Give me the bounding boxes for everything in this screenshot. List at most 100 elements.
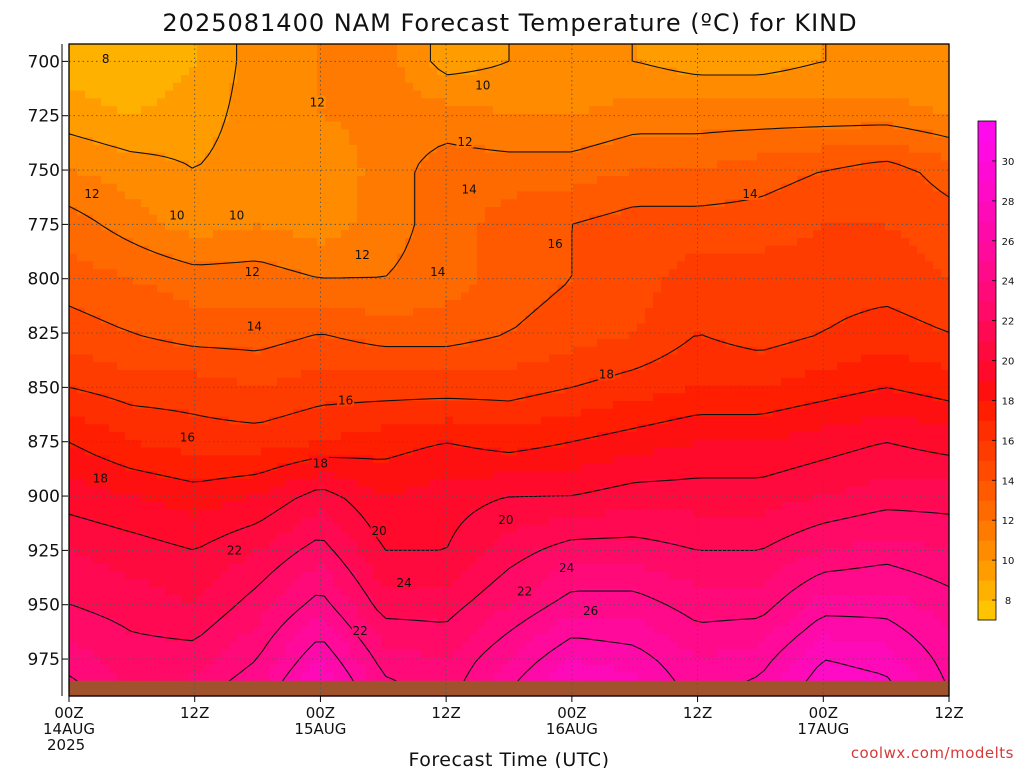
heat-cell bbox=[901, 238, 910, 247]
heat-cell bbox=[805, 98, 814, 107]
heat-cell bbox=[125, 269, 134, 278]
heat-cell bbox=[837, 67, 846, 76]
heat-cell bbox=[349, 346, 358, 356]
heat-cell bbox=[869, 106, 878, 115]
heat-cell bbox=[333, 346, 342, 356]
heat-cell bbox=[69, 284, 78, 293]
heat-cell bbox=[245, 370, 254, 379]
heat-cell bbox=[901, 362, 910, 371]
heat-cell bbox=[477, 59, 486, 68]
heat-cell bbox=[781, 59, 790, 68]
heat-cell bbox=[797, 245, 806, 255]
heat-cell bbox=[437, 44, 446, 53]
heat-cell bbox=[549, 82, 558, 92]
heat-cell bbox=[309, 113, 318, 123]
heat-cell bbox=[549, 222, 558, 231]
heat-cell bbox=[821, 261, 830, 270]
heat-cell bbox=[933, 269, 942, 278]
heat-cell bbox=[741, 300, 750, 309]
heat-cell bbox=[485, 370, 494, 379]
heat-cell bbox=[885, 315, 894, 325]
heat-cell bbox=[421, 393, 430, 402]
heat-cell bbox=[373, 245, 382, 255]
heat-cell bbox=[389, 98, 398, 107]
heat-cell bbox=[581, 59, 590, 68]
heat-cell bbox=[725, 331, 734, 340]
heat-cell bbox=[365, 113, 374, 123]
heat-cell bbox=[541, 315, 550, 325]
heat-cell bbox=[333, 168, 342, 177]
heat-cell bbox=[677, 253, 686, 262]
heat-cell bbox=[93, 370, 102, 379]
heat-cell bbox=[597, 121, 606, 130]
heat-cell bbox=[381, 315, 390, 325]
heat-cell bbox=[701, 300, 710, 309]
heat-cell bbox=[829, 214, 838, 224]
heat-cell bbox=[93, 284, 102, 293]
heat-cell bbox=[341, 238, 350, 247]
heat-cell bbox=[757, 362, 766, 371]
heat-cell bbox=[357, 214, 366, 224]
heat-cell bbox=[349, 377, 358, 387]
heat-cell bbox=[365, 199, 374, 208]
heat-cell bbox=[741, 160, 750, 169]
heat-cell bbox=[869, 315, 878, 325]
heat-cell bbox=[269, 370, 278, 379]
heat-cell bbox=[461, 207, 470, 216]
heat-cell bbox=[813, 90, 822, 99]
heat-cell bbox=[533, 315, 542, 325]
heat-cell bbox=[541, 183, 550, 193]
heat-cell bbox=[517, 82, 526, 92]
heat-cell bbox=[861, 331, 870, 340]
heat-cell bbox=[797, 362, 806, 371]
heat-cell bbox=[477, 106, 486, 115]
heat-cell bbox=[717, 137, 726, 146]
heat-cell bbox=[733, 144, 742, 154]
heat-cell bbox=[333, 253, 342, 262]
heat-cell bbox=[789, 276, 798, 286]
heat-cell bbox=[373, 238, 382, 247]
heat-cell bbox=[653, 253, 662, 262]
heat-cell bbox=[765, 214, 774, 224]
heat-cell bbox=[181, 269, 190, 278]
heat-cell bbox=[621, 75, 630, 84]
heat-cell bbox=[733, 160, 742, 169]
heat-cell bbox=[397, 59, 406, 68]
heat-cell bbox=[141, 183, 150, 193]
heat-cell bbox=[301, 175, 310, 185]
heat-cell bbox=[333, 137, 342, 146]
heat-cell bbox=[413, 284, 422, 293]
heat-cell bbox=[277, 393, 286, 402]
heat-cell bbox=[677, 385, 686, 394]
heat-cell bbox=[757, 67, 766, 76]
heat-cell bbox=[189, 175, 198, 185]
heat-cell bbox=[741, 338, 750, 348]
heat-cell bbox=[589, 207, 598, 216]
heat-cell bbox=[565, 276, 574, 286]
heat-cell bbox=[173, 292, 182, 301]
heat-cell bbox=[757, 377, 766, 387]
heat-cell bbox=[173, 137, 182, 146]
heat-cell bbox=[893, 67, 902, 76]
heat-cell bbox=[597, 199, 606, 208]
heat-cell bbox=[77, 168, 86, 177]
heat-cell bbox=[645, 44, 654, 53]
heat-cell bbox=[253, 354, 262, 363]
heat-cell bbox=[261, 245, 270, 255]
heat-cell bbox=[805, 261, 814, 270]
heat-cell bbox=[189, 183, 198, 193]
heat-cell bbox=[149, 276, 158, 286]
heat-cell bbox=[637, 222, 646, 231]
heat-cell bbox=[117, 199, 126, 208]
heat-cell bbox=[613, 354, 622, 363]
heat-cell bbox=[845, 98, 854, 107]
heat-cell bbox=[133, 238, 142, 247]
heat-cell bbox=[269, 67, 278, 76]
heat-cell bbox=[621, 238, 630, 247]
heat-cell bbox=[341, 44, 350, 53]
heat-cell bbox=[413, 315, 422, 325]
heat-cell bbox=[853, 370, 862, 379]
heat-cell bbox=[741, 222, 750, 231]
heat-cell bbox=[877, 82, 886, 92]
